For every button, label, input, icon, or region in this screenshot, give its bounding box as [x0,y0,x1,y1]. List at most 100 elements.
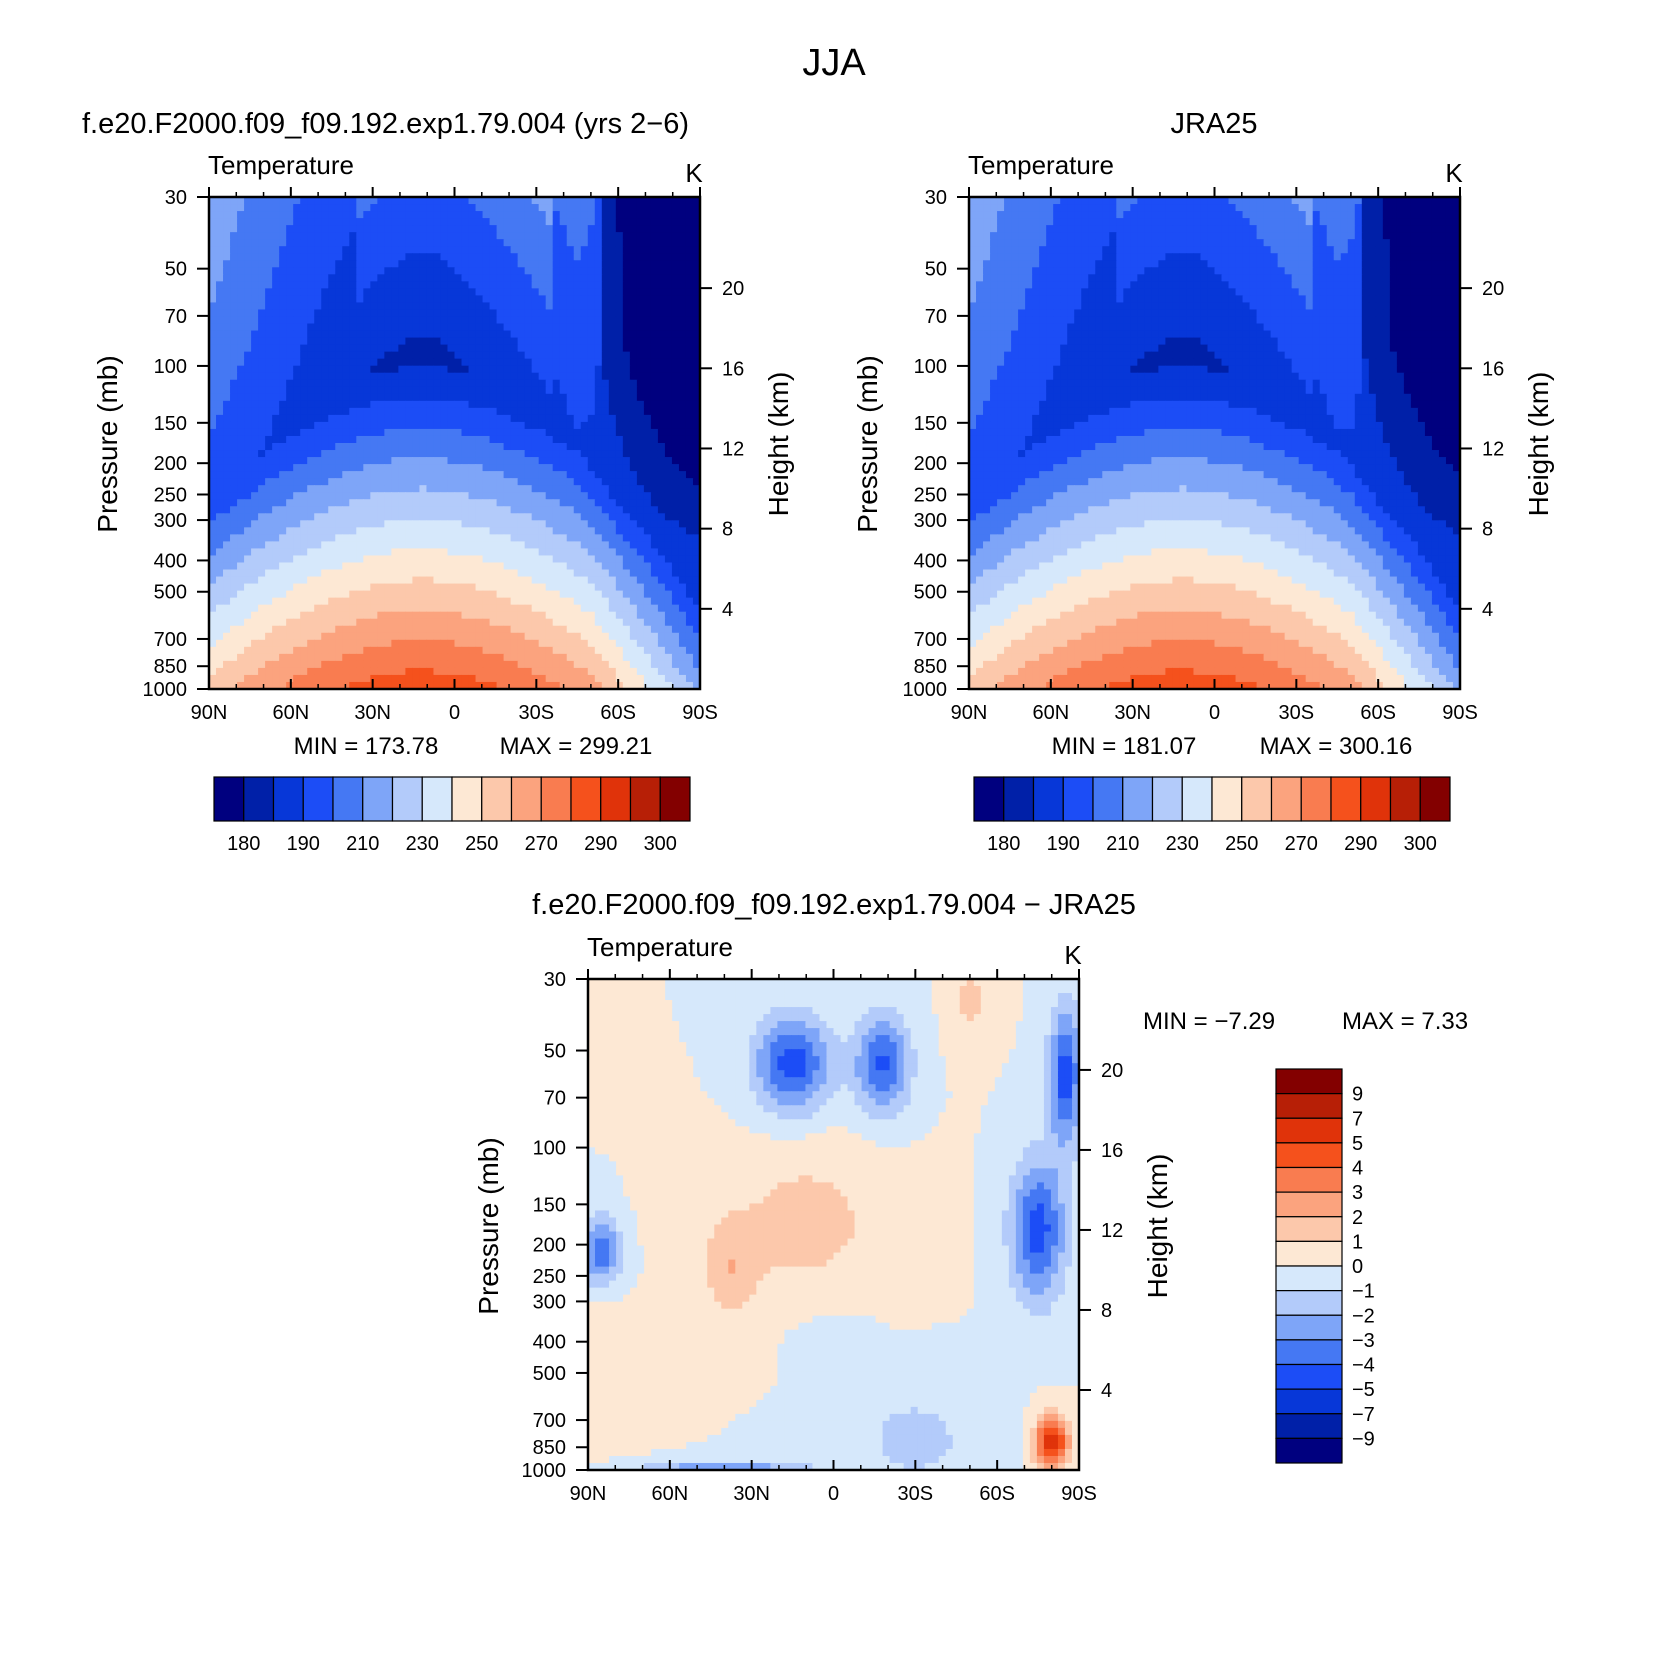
field-cell [622,337,631,346]
field-cell [566,295,575,304]
field-cell [524,443,533,451]
field-cell [251,246,259,254]
field-cell [405,471,414,479]
field-cell [363,625,371,634]
field-cell [377,611,385,620]
field-cell [496,674,505,683]
field-cell [601,316,610,325]
field-cell [307,534,315,542]
field-cell [503,309,512,318]
field-cell [314,407,322,416]
field-cell [566,358,575,367]
field-cell [657,274,666,282]
field-cell [412,435,421,444]
field-cell [503,358,512,367]
field-cell [496,267,505,275]
field-cell [258,358,266,367]
field-cell [468,204,477,212]
field-cell [440,400,449,409]
field-cell [531,407,540,416]
field-cell [510,548,519,557]
field-cell [258,211,266,219]
field-cell [615,253,624,261]
field-cell [664,485,673,493]
field-cell [335,386,343,395]
field-cell [258,443,266,451]
field-cell [566,457,575,465]
field-cell [608,520,617,528]
field-cell [293,365,301,374]
field-cell [629,372,638,381]
field-cell [370,562,378,571]
field-cell [321,337,329,346]
field-cell [545,337,554,346]
field-cell [503,351,512,360]
field-cell [566,400,575,409]
field-cell [685,274,694,282]
field-cell [559,365,568,374]
field-cell [363,646,371,655]
field-cell [678,513,687,521]
field-cell [258,225,266,233]
field-cell [398,393,406,402]
field-cell [566,618,575,627]
field-cell [237,344,245,353]
field-cell [643,590,652,599]
field-cell [615,197,624,205]
field-cell [300,232,308,240]
field-cell [251,323,259,332]
field-cell [545,653,554,662]
field-cell [307,274,315,282]
field-cell [237,393,245,402]
field-cell [552,421,561,430]
field-cell [580,302,589,311]
field-cell [489,309,498,318]
field-cell [244,611,252,620]
field-cell [405,435,414,444]
field-cell [650,562,659,571]
field-cell [636,632,645,641]
field-cell [636,435,645,444]
y2-tick-label: 8 [722,519,733,541]
field-cell [321,351,329,360]
field-cell [321,218,329,226]
field-cell [468,597,477,606]
field-cell [650,372,659,381]
field-cell [391,218,399,226]
field-cell [321,499,329,507]
field-cell [377,211,385,219]
field-cell [510,653,519,662]
field-cell [216,618,224,627]
field-cell [622,372,631,381]
field-cell [657,464,666,472]
field-cell [559,204,568,212]
field-cell [286,428,294,437]
field-cell [272,541,280,550]
field-cell [573,267,582,275]
field-cell [314,316,322,325]
field-cell [657,393,666,402]
field-cell [377,604,385,613]
field-cell [671,218,680,226]
field-cell [545,211,554,219]
field-cell [657,330,666,339]
field-cell [650,365,659,374]
field-cell [244,372,252,381]
field-cell [636,506,645,514]
field-cell [398,674,406,683]
field-cell [545,197,554,205]
field-cell [496,667,505,676]
field-cell [489,611,498,620]
field-cell [279,330,287,339]
field-cell [552,590,561,599]
field-cell [538,590,547,599]
field-cell [552,520,561,528]
field-cell [398,274,406,282]
field-cell [356,386,364,395]
field-cell [251,443,259,451]
field-cell [657,576,666,585]
field-cell [503,541,512,550]
field-cell [601,232,610,240]
x-tick-label: 30S [519,702,555,724]
field-cell [377,618,385,627]
